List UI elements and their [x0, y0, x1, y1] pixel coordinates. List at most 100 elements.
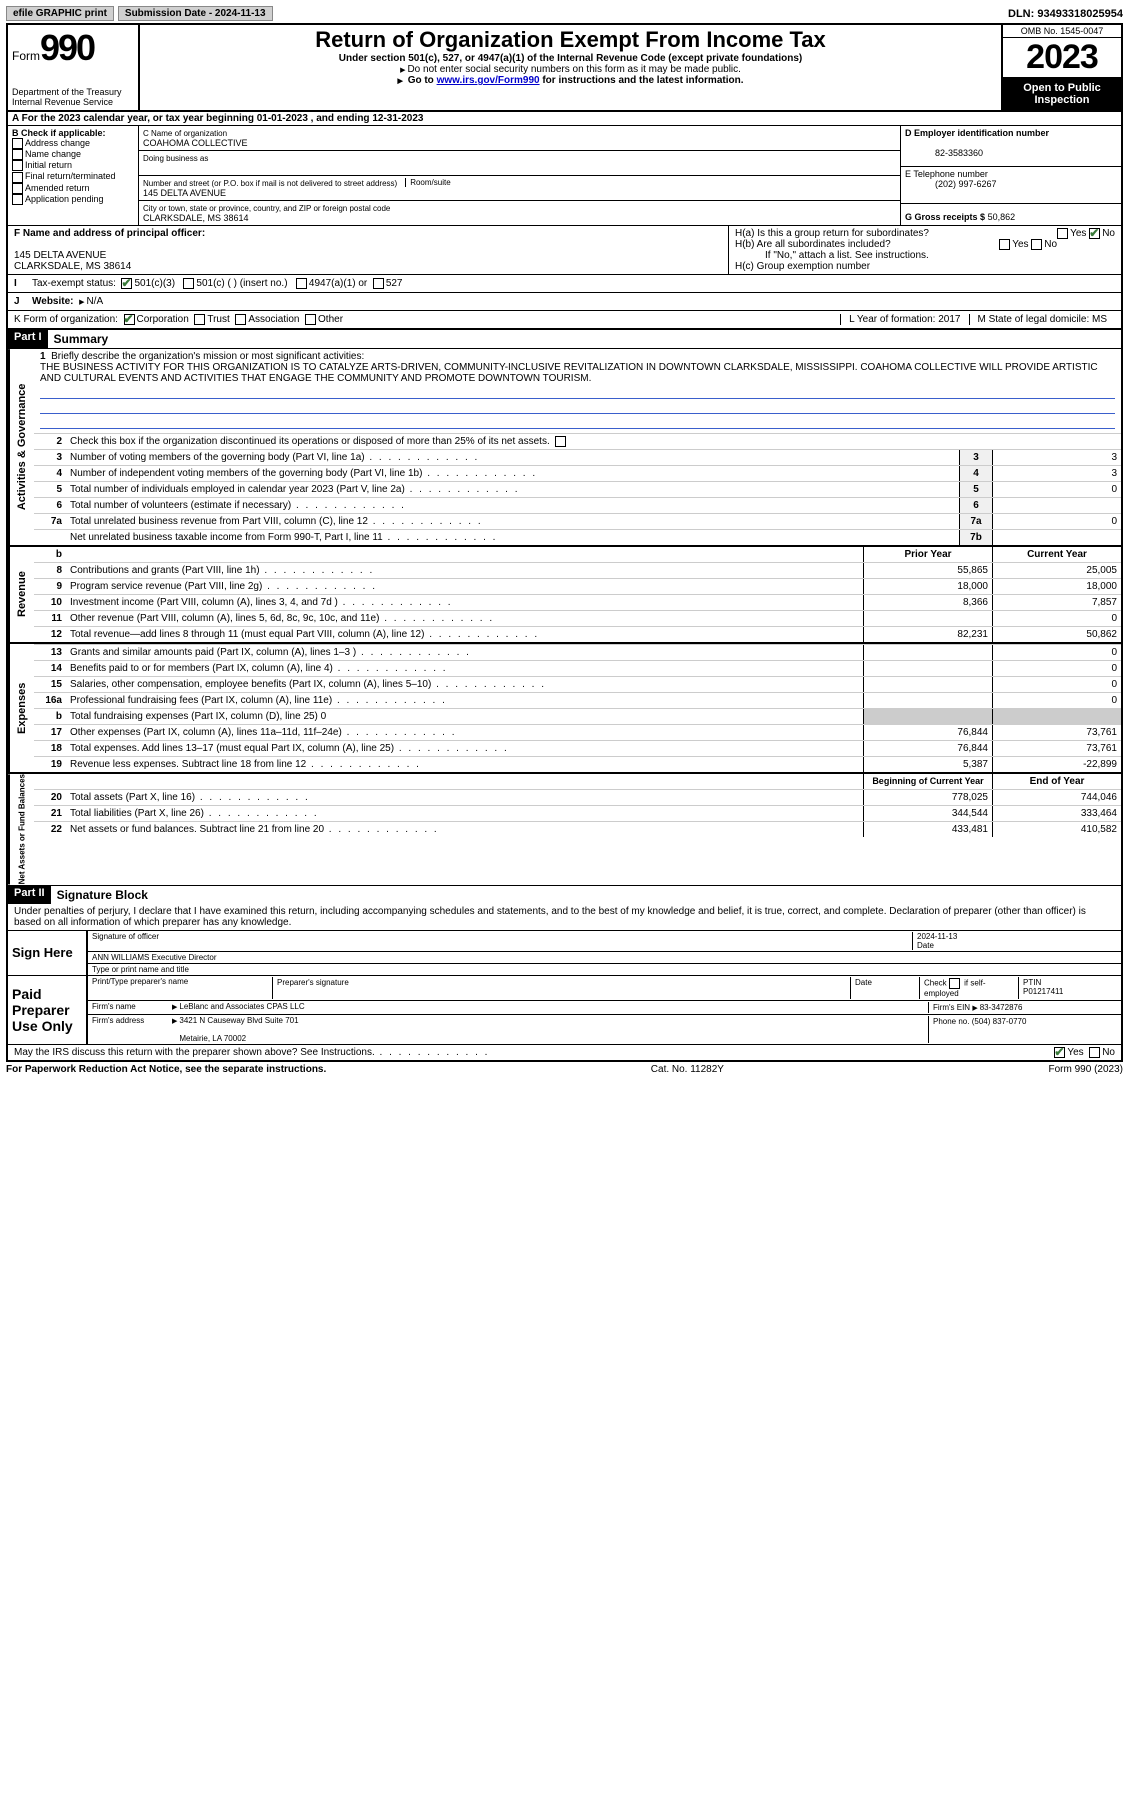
mission-text: THE BUSINESS ACTIVITY FOR THIS ORGANIZAT… — [40, 362, 1098, 384]
chk-application-pending[interactable] — [12, 194, 23, 205]
form-ref: Form 990 (2023) — [1049, 1064, 1123, 1075]
side-governance: Activities & Governance — [8, 349, 34, 545]
ptin-value: P01217411 — [1023, 987, 1063, 996]
form-subtitle-1: Under section 501(c), 527, or 4947(a)(1)… — [146, 53, 995, 64]
end-year-hdr: End of Year — [992, 774, 1121, 789]
prep-name-label: Print/Type preparer's name — [92, 977, 272, 999]
ein-label: D Employer identification number — [905, 128, 1049, 138]
firm-ein: 83-3472876 — [980, 1003, 1023, 1012]
part2-title: Signature Block — [51, 886, 154, 904]
dln-label: DLN: 93493318025954 — [1008, 8, 1123, 20]
firm-name-label: Firm's name — [92, 1002, 172, 1013]
officer-addr2: CLARKSDALE, MS 38614 — [14, 261, 131, 272]
col-b-header: B Check if applicable: — [12, 128, 106, 138]
form-title: Return of Organization Exempt From Incom… — [146, 27, 995, 53]
ein-value: 82-3583360 — [905, 148, 983, 158]
cat-no: Cat. No. 11282Y — [651, 1064, 724, 1075]
prep-date-label: Date — [850, 977, 919, 999]
irs-label: Internal Revenue Service — [12, 97, 134, 107]
chk-discontinued[interactable] — [555, 436, 566, 447]
chk-501c[interactable] — [183, 278, 194, 289]
dept-label: Department of the Treasury — [12, 87, 134, 97]
form-subtitle-2: Do not enter social security numbers on … — [146, 64, 995, 75]
submission-date: Submission Date - 2024-11-13 — [118, 6, 273, 21]
ha-no[interactable] — [1089, 228, 1100, 239]
website-label: Website: — [32, 296, 74, 307]
state-domicile: M State of legal domicile: MS — [969, 314, 1116, 325]
chk-527[interactable] — [373, 278, 384, 289]
officer-name: ANN WILLIAMS Executive Director — [92, 953, 216, 962]
org-name-label: C Name of organization — [143, 129, 227, 138]
firm-addr-label: Firm's address — [92, 1016, 172, 1043]
tax-exempt-label: Tax-exempt status: — [32, 278, 116, 289]
chk-amended-return[interactable] — [12, 183, 23, 194]
city-label: City or town, state or province, country… — [143, 204, 390, 213]
current-year-hdr: Current Year — [992, 547, 1121, 562]
row-a-tax-year: A For the 2023 calendar year, or tax yea… — [8, 112, 1121, 126]
officer-addr1: 145 DELTA AVENUE — [14, 250, 106, 261]
tax-year: 2023 — [1003, 38, 1121, 78]
ha-label: H(a) Is this a group return for subordin… — [735, 228, 929, 239]
omb-number: OMB No. 1545-0047 — [1003, 25, 1121, 38]
officer-label: F Name and address of principal officer: — [14, 228, 205, 239]
chk-name-change[interactable] — [12, 149, 23, 160]
hc-label: H(c) Group exemption number — [735, 261, 1115, 272]
firm-addr1: 3421 N Causeway Blvd Suite 701 — [179, 1016, 298, 1025]
firm-name: LeBlanc and Associates CPAS LLC — [179, 1002, 928, 1013]
form-org-label: K Form of organization: — [14, 314, 118, 325]
form-label: Form — [12, 49, 40, 63]
firm-phone: (504) 837-0770 — [972, 1017, 1027, 1026]
side-expenses: Expenses — [8, 644, 34, 772]
goto-pre: Go to — [408, 75, 437, 86]
chk-other[interactable] — [305, 314, 316, 325]
hb-no[interactable] — [1031, 239, 1042, 250]
chk-final-return[interactable] — [12, 172, 23, 183]
hb-label: H(b) Are all subordinates included? — [735, 239, 891, 250]
addr-label: Number and street (or P.O. box if mail i… — [143, 179, 397, 188]
firm-addr2: Metairie, LA 70002 — [179, 1034, 246, 1043]
name-title-label: Type or print name and title — [88, 964, 1121, 975]
perjury-declaration: Under penalties of perjury, I declare th… — [8, 904, 1121, 931]
part1-header: Part I — [8, 330, 48, 348]
tel-label: E Telephone number — [905, 169, 988, 179]
paid-preparer-label: Paid Preparer Use Only — [8, 976, 88, 1044]
org-name: COAHOMA COLLECTIVE — [143, 138, 248, 148]
year-formation: L Year of formation: 2017 — [840, 314, 968, 325]
discuss-label: May the IRS discuss this return with the… — [14, 1047, 489, 1058]
discuss-no[interactable] — [1089, 1047, 1100, 1058]
hb-yes[interactable] — [999, 239, 1010, 250]
hb-note: If "No," attach a list. See instructions… — [735, 250, 1115, 261]
chk-initial-return[interactable] — [12, 160, 23, 171]
part2-header: Part II — [8, 886, 51, 904]
street-address: 145 DELTA AVENUE — [143, 188, 226, 198]
tel-value: (202) 997-6267 — [905, 179, 997, 189]
chk-assoc[interactable] — [235, 314, 246, 325]
chk-address-change[interactable] — [12, 138, 23, 149]
form-number: 990 — [40, 27, 94, 68]
chk-corp[interactable] — [124, 314, 135, 325]
side-revenue: Revenue — [8, 547, 34, 642]
chk-trust[interactable] — [194, 314, 205, 325]
goto-post: for instructions and the latest informat… — [540, 75, 744, 86]
form-container: Form990 Department of the Treasury Inter… — [6, 23, 1123, 1062]
part1-title: Summary — [48, 330, 115, 348]
gross-value: 50,862 — [988, 212, 1016, 222]
prior-year-hdr: Prior Year — [863, 547, 992, 562]
discuss-yes[interactable] — [1054, 1047, 1065, 1058]
open-inspection: Open to Public Inspection — [1003, 78, 1121, 110]
chk-self-employed[interactable] — [949, 978, 960, 989]
ha-yes[interactable] — [1057, 228, 1068, 239]
side-netassets: Net Assets or Fund Balances — [8, 774, 34, 884]
efile-print-button[interactable]: efile GRAPHIC print — [6, 6, 114, 21]
chk-4947[interactable] — [296, 278, 307, 289]
prep-sig-label: Preparer's signature — [272, 977, 850, 999]
beg-year-hdr: Beginning of Current Year — [863, 774, 992, 789]
city-state-zip: CLARKSDALE, MS 38614 — [143, 213, 249, 223]
chk-501c3[interactable] — [121, 278, 132, 289]
mission-label: Briefly describe the organization's miss… — [51, 351, 364, 362]
gross-label: G Gross receipts $ — [905, 212, 985, 222]
dba-label: Doing business as — [143, 154, 208, 163]
sig-officer-label: Signature of officer — [92, 932, 912, 950]
sign-here-label: Sign Here — [8, 931, 88, 975]
irs-link[interactable]: www.irs.gov/Form990 — [437, 75, 540, 86]
